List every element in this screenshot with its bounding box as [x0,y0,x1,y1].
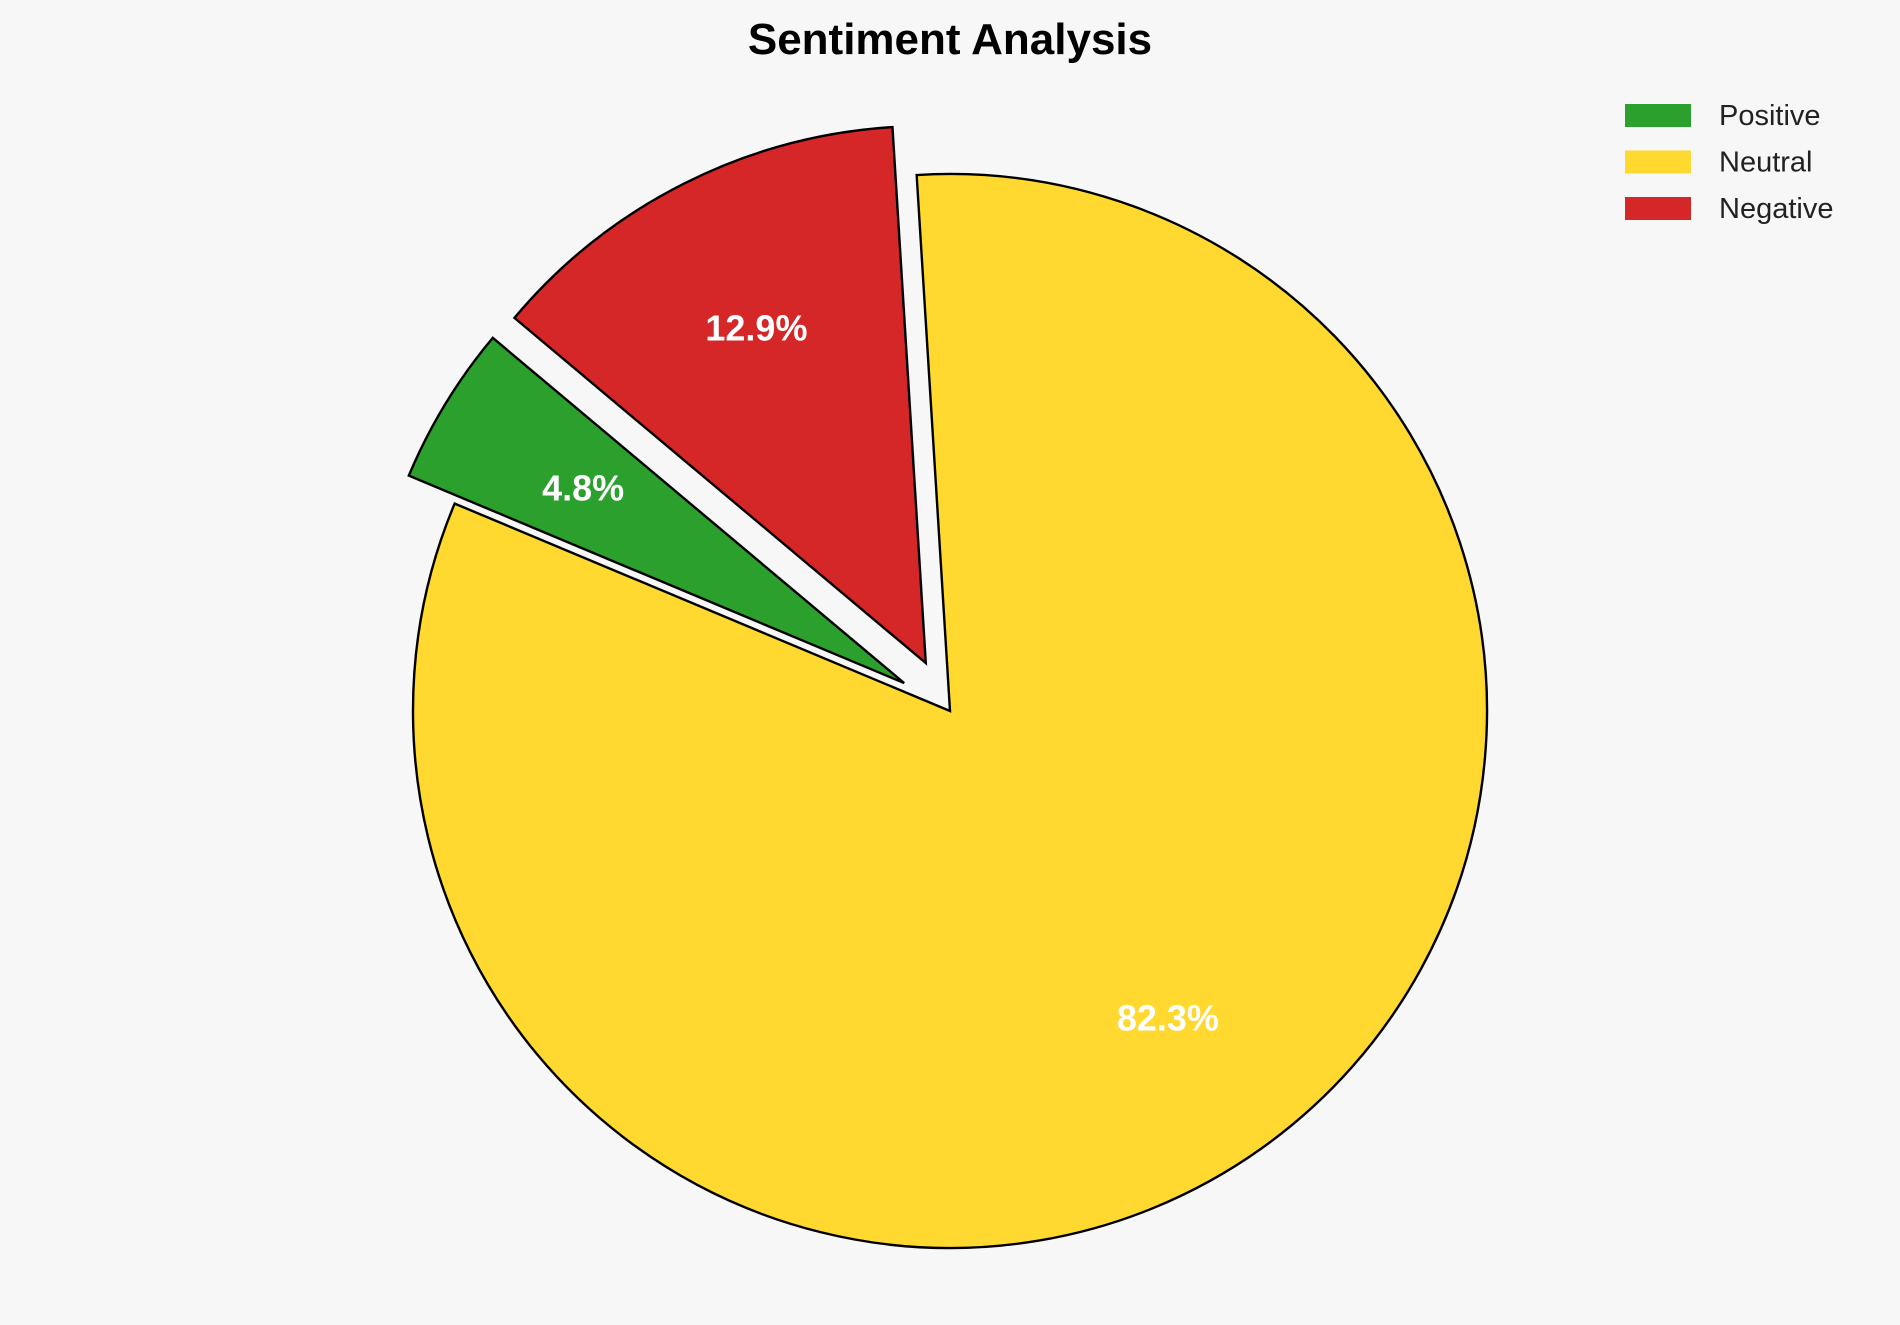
legend-swatch-positive [1625,104,1691,127]
slice-label-negative: 12.9% [705,307,807,348]
slice-neutral [411,172,1489,1250]
legend-swatch-neutral [1625,150,1691,174]
slices [407,125,1489,1250]
slice-label-neutral: 82.3% [1117,997,1219,1038]
chart-title: Sentiment Analysis [748,15,1152,64]
slice-labels: 4.8% 82.3% 12.9% [542,307,1219,1038]
legend-label-negative: Negative [1719,193,1833,225]
slice-positive [407,336,905,685]
legend-label-positive: Positive [1719,100,1821,132]
slice-negative [512,125,928,666]
legend: Positive Neutral Negative [1625,100,1833,225]
slice-label-positive: 4.8% [542,467,624,508]
legend-swatch-negative [1625,197,1691,220]
legend-label-neutral: Neutral [1719,147,1813,179]
